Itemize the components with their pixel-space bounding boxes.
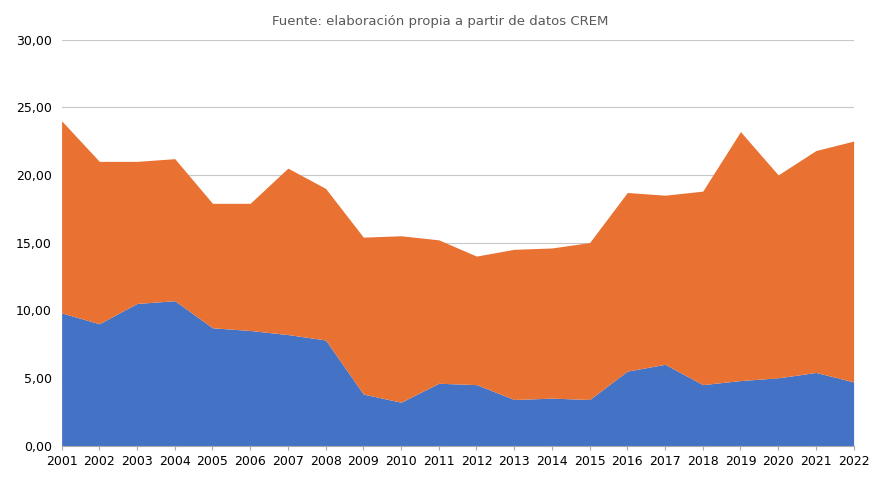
Text: Fuente: elaboración propia a partir de datos CREM: Fuente: elaboración propia a partir de d… [272, 15, 608, 28]
